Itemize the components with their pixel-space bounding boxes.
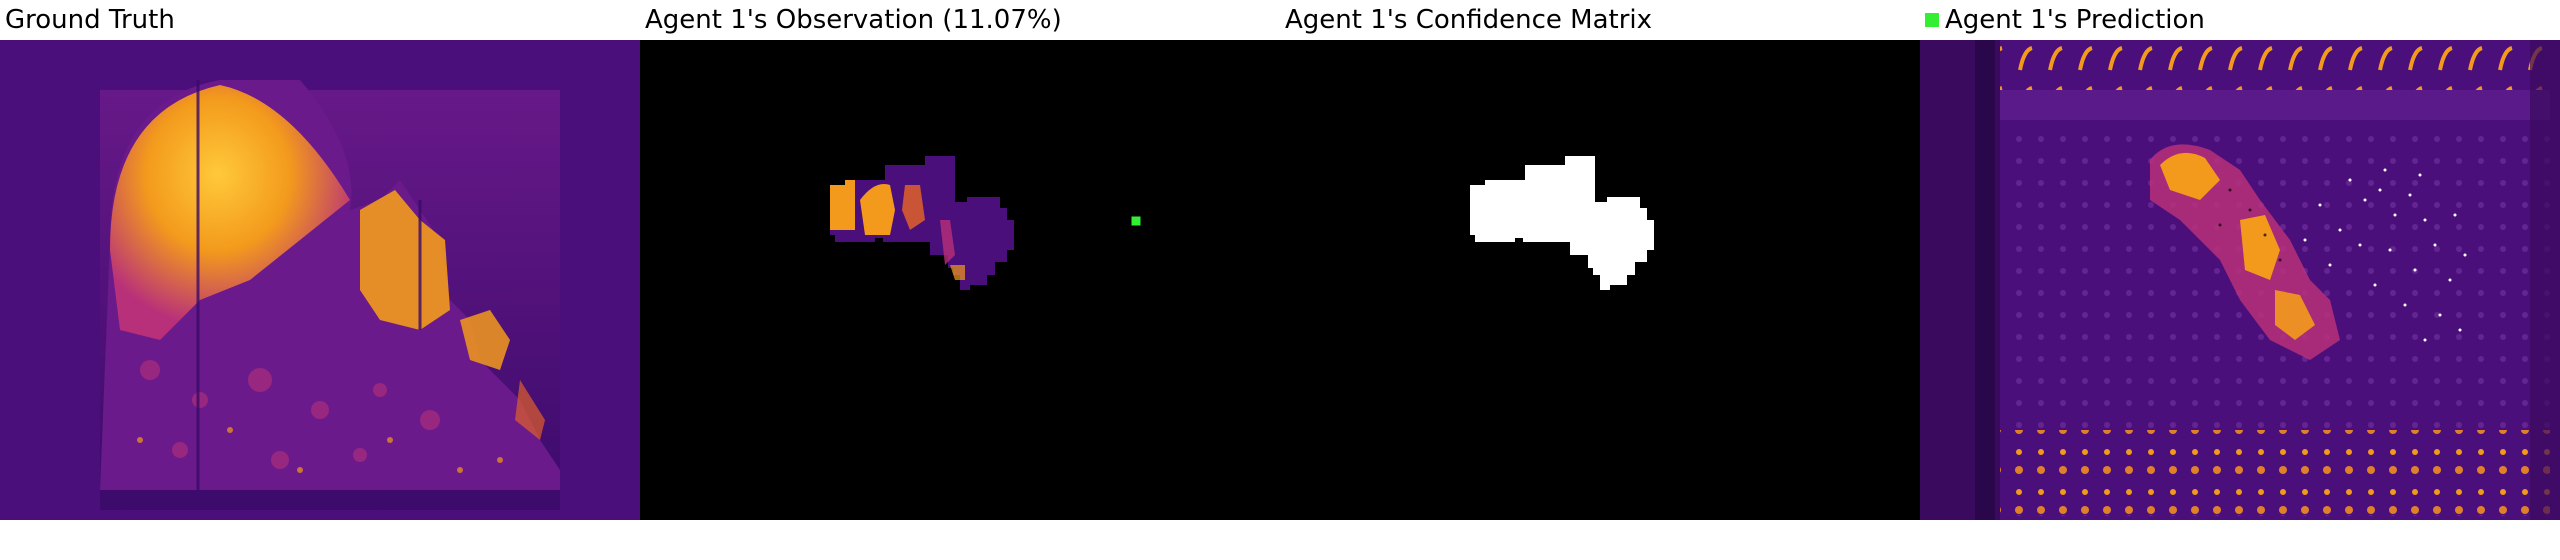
observation-title: Agent 1's Observation (11.07%): [645, 5, 1062, 35]
agent-marker-legend-icon: [1925, 13, 1939, 27]
ground-truth-heatmap: [0, 40, 640, 520]
observation-image: [640, 40, 1280, 520]
prediction-title: Agent 1's Prediction: [1925, 0, 2205, 40]
confidence-matrix-image: [1280, 40, 1920, 520]
prediction-heatmap: [1920, 40, 2560, 520]
ground-truth-title: Ground Truth: [5, 5, 175, 35]
ground-truth-image: [0, 40, 640, 520]
prediction-image: [1920, 40, 2560, 520]
observation-heatmap: [640, 40, 1280, 520]
prediction-title-label: Agent 1's Prediction: [1945, 5, 2205, 35]
confidence-matrix-mask: [1280, 40, 1920, 520]
agent-position-marker: [1130, 215, 1142, 227]
confidence-matrix-title: Agent 1's Confidence Matrix: [1285, 5, 1653, 35]
